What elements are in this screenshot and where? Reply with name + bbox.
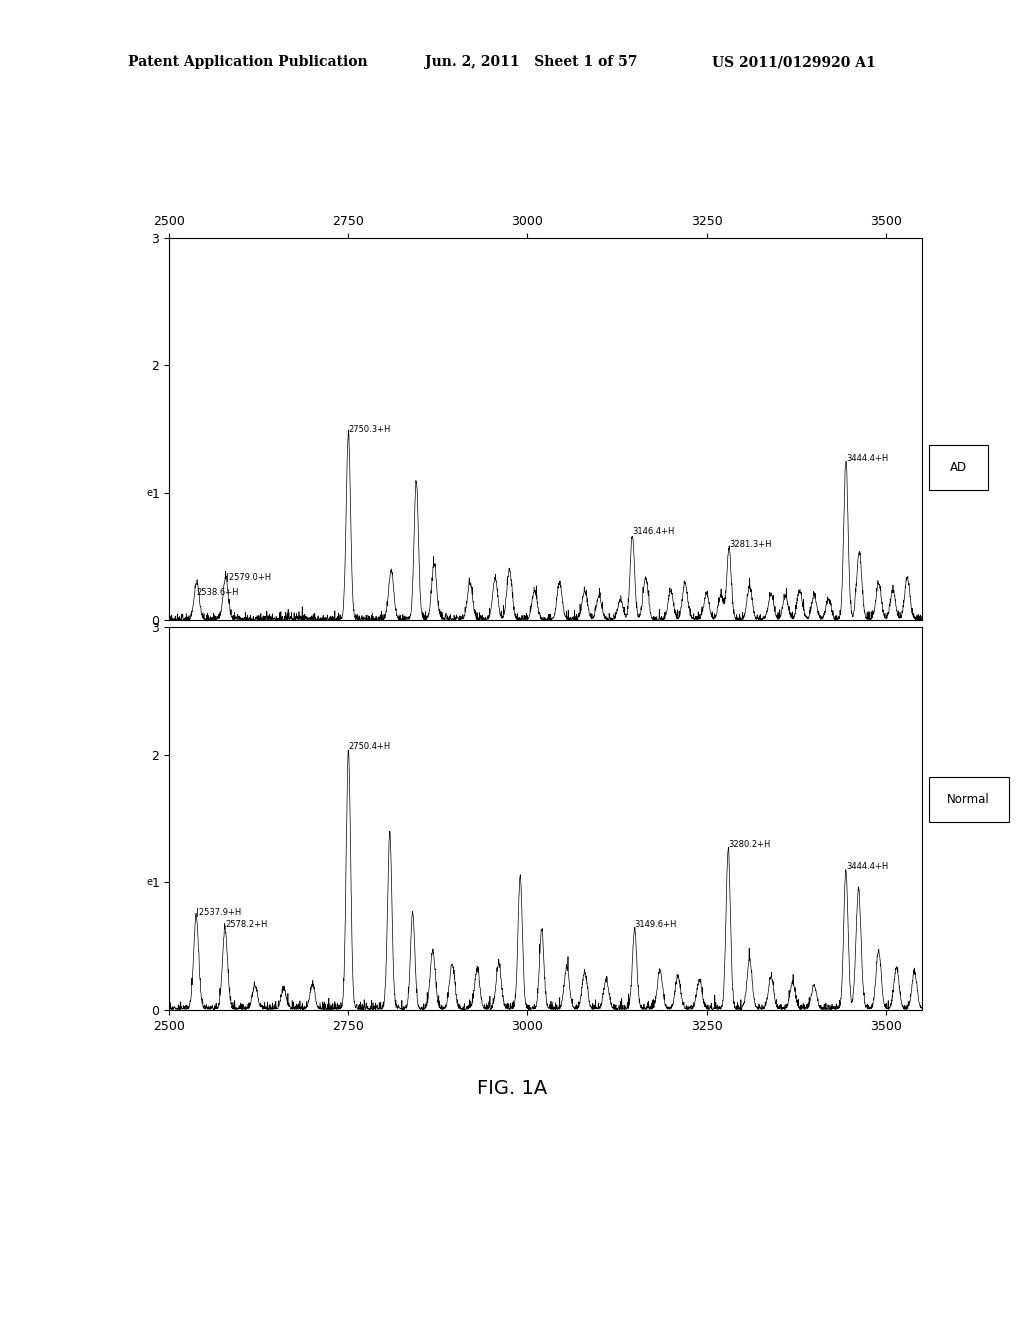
Text: e: e [146,488,153,498]
Text: |2537.9+H: |2537.9+H [197,908,242,916]
Text: Patent Application Publication: Patent Application Publication [128,55,368,70]
Text: 3280.2+H: 3280.2+H [728,840,771,849]
Text: 3146.4+H: 3146.4+H [632,527,675,536]
Text: 2538.6+H: 2538.6+H [197,589,240,598]
Text: 3444.4+H: 3444.4+H [846,454,888,463]
Text: 2578.2+H: 2578.2+H [225,920,267,929]
Text: AD: AD [950,462,967,474]
Text: 3149.6+H: 3149.6+H [635,920,677,929]
Text: 3281.3+H: 3281.3+H [729,540,771,549]
Text: Normal: Normal [947,793,990,807]
Text: 2750.4+H: 2750.4+H [348,742,391,751]
Text: 3444.4+H: 3444.4+H [846,862,888,871]
Text: |2579.0+H: |2579.0+H [225,573,270,582]
Text: e: e [146,878,153,887]
Text: US 2011/0129920 A1: US 2011/0129920 A1 [712,55,876,70]
Text: FIG. 1A: FIG. 1A [477,1080,547,1098]
Text: Jun. 2, 2011   Sheet 1 of 57: Jun. 2, 2011 Sheet 1 of 57 [425,55,637,70]
Text: 2750.3+H: 2750.3+H [348,425,391,434]
